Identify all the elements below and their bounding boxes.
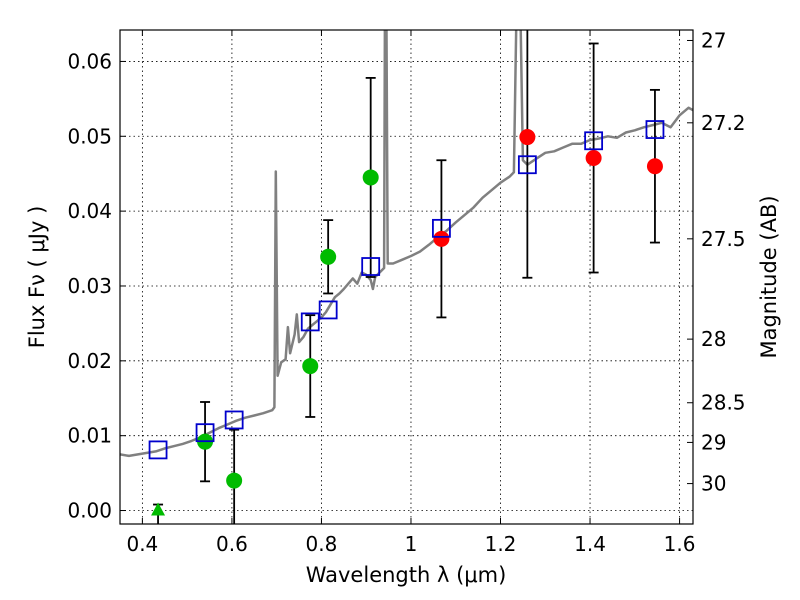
y-right-tick-label: 27 <box>701 28 726 52</box>
model-square <box>148 440 168 460</box>
photometry-point <box>433 230 450 247</box>
model-sed-line <box>120 30 693 458</box>
model-square <box>300 312 320 332</box>
x-tick-label: 0.4 <box>126 532 158 556</box>
model-square <box>432 218 451 238</box>
x-axis-title: Wavelength λ (μm) <box>306 563 507 587</box>
y-tick-label: 0.01 <box>67 424 112 448</box>
photometry-point <box>302 358 319 375</box>
y-right-tick-label: 28.5 <box>701 391 746 415</box>
y-tick-label: 0.02 <box>67 349 112 373</box>
y-right-tick-label: 29 <box>701 430 726 454</box>
y-axis-title: Flux Fν ( μJy ) <box>25 206 49 349</box>
photometry-point <box>320 248 337 265</box>
axis-ticks: 0.4 0.6 0.8 1 1.2 1.4 1.6 0.00 0.01 0.02 0.03 0.04 0… <box>67 28 745 556</box>
model-square <box>361 257 381 276</box>
model-square <box>584 131 604 151</box>
y-tick-label: 0.03 <box>67 274 112 298</box>
plot-background <box>120 30 693 524</box>
x-tick-label: 0.8 <box>306 532 338 556</box>
x-tick-label: 0.6 <box>216 532 248 556</box>
y-right-tick-label: 30 <box>701 472 726 496</box>
y-right-tick-label: 28 <box>701 327 726 351</box>
y-tick-label: 0.00 <box>67 499 112 523</box>
model-square <box>224 410 244 430</box>
photometry-point <box>362 169 379 186</box>
x-tick-label: 1.6 <box>664 532 696 556</box>
y-right-tick-label: 27.2 <box>701 111 746 135</box>
photometry-point <box>226 472 243 489</box>
y-tick-label: 0.04 <box>67 199 112 223</box>
y-tick-label: 0.05 <box>67 124 112 148</box>
model-square <box>318 300 338 320</box>
x-tick-label: 1 <box>405 532 418 556</box>
grid <box>120 30 693 524</box>
model-sed-layer <box>120 30 693 458</box>
y-right-tick-label: 27.5 <box>701 227 746 251</box>
model-square <box>517 155 537 175</box>
photometry-point <box>519 129 536 146</box>
model-square <box>645 120 665 139</box>
markers <box>148 120 665 516</box>
photometry-point <box>646 158 663 175</box>
y-right-axis-title: Magnitude (AB) <box>757 195 781 358</box>
model-square <box>195 423 215 443</box>
x-tick-label: 1.2 <box>485 532 517 556</box>
upper-limit-marker <box>151 502 166 516</box>
plot-frame <box>119 29 694 525</box>
x-tick-label: 1.4 <box>574 532 606 556</box>
y-tick-label: 0.06 <box>67 49 112 73</box>
photometry-point <box>585 149 602 166</box>
